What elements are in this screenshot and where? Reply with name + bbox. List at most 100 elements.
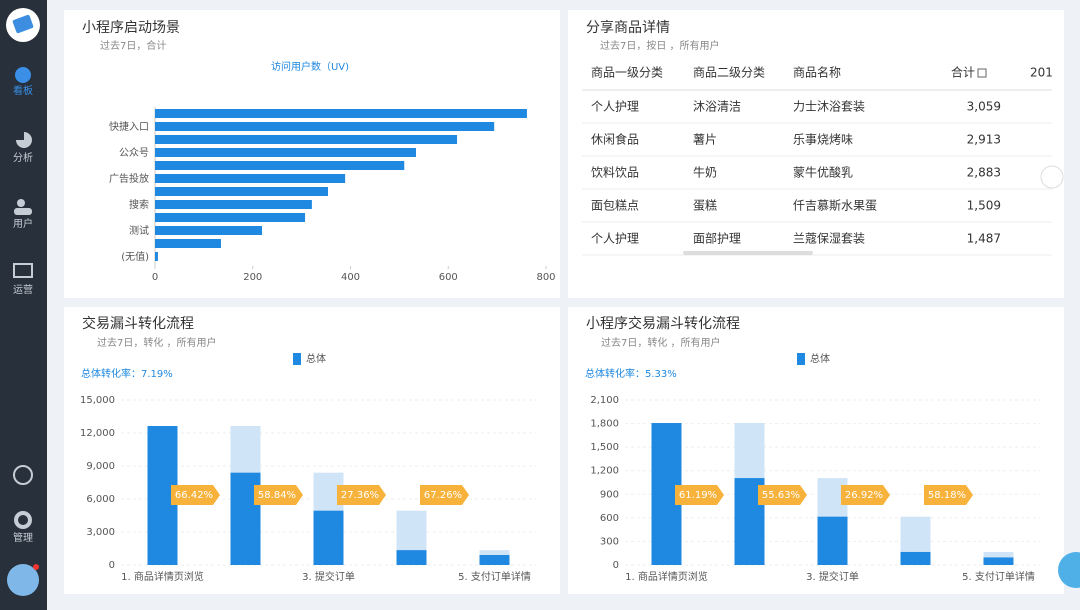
y-tick-label: 测试 — [129, 224, 149, 237]
chart-title: 小程序启动场景 — [82, 20, 180, 36]
table-cell: 蒙牛优酸乳 — [793, 165, 853, 180]
y-tick-label: 2,100 — [590, 395, 619, 406]
chart-subtitle: 过去7日，合计 — [100, 39, 166, 52]
table-cell: 个人护理 — [591, 232, 639, 246]
bar — [155, 148, 416, 157]
sort-icon[interactable] — [977, 68, 987, 78]
table-subtitle: 过去7日，按日 ，所有用户 — [600, 39, 720, 52]
y-tick-label: 1,500 — [590, 442, 619, 453]
clip-cover — [1052, 60, 1064, 90]
rate-label: 58.84% — [258, 490, 296, 501]
bar — [900, 551, 931, 565]
bar — [155, 109, 527, 118]
y-tick-label: 300 — [600, 536, 619, 547]
legend-label: 访问用户数（UV) — [271, 60, 349, 73]
chart-title: 小程序交易漏斗转化流程 — [586, 315, 740, 332]
bar — [155, 252, 158, 261]
bar — [396, 550, 427, 565]
table-title: 分享商品详情 — [586, 19, 670, 36]
table-cell: 力士沐浴套装 — [793, 100, 865, 114]
bar — [155, 122, 495, 131]
bar — [313, 510, 344, 565]
legend-swatch — [797, 353, 805, 365]
icon-manage — [14, 511, 32, 529]
nav-label[interactable]: 管理 — [13, 531, 33, 544]
y-tick-label: 9,000 — [86, 461, 115, 472]
y-tick-label: 15,000 — [80, 395, 115, 406]
rate-label: 66.42% — [175, 490, 213, 501]
nav-label[interactable]: 用户 — [13, 217, 33, 230]
panel — [568, 10, 1064, 298]
summary: 总体转化率：7.19% — [81, 367, 173, 380]
column-header[interactable]: 合计 — [951, 65, 975, 80]
icon-board — [15, 67, 31, 83]
y-tick-label: 1,200 — [590, 466, 619, 477]
column-header[interactable]: 商品二级分类 — [693, 65, 765, 80]
assistant[interactable] — [1058, 552, 1080, 588]
x-tick-label: 3. 提交订单 — [806, 570, 859, 583]
y-tick-label: 0 — [613, 560, 619, 571]
table-cell: 面部护理 — [693, 231, 741, 246]
bar — [155, 174, 346, 183]
table-cell: 薯片 — [693, 133, 717, 147]
bar — [155, 135, 458, 144]
bar — [155, 213, 306, 222]
panel — [64, 307, 560, 594]
y-tick-label: 搜索 — [129, 198, 149, 211]
y-tick-label: 1,800 — [590, 419, 619, 430]
rate-tag — [841, 485, 890, 505]
x-tick-label: 3. 提交订单 — [302, 570, 355, 583]
rate-tag — [924, 485, 973, 505]
column-header[interactable]: 商品名称 — [793, 65, 841, 80]
table-cell: 1,509 — [967, 199, 1001, 213]
rate-tag — [758, 485, 807, 505]
rate-label: 67.26% — [424, 490, 462, 501]
legend-label: 总体 — [306, 352, 326, 365]
x-tick-label: 0 — [152, 272, 158, 283]
table-cell: 2,883 — [967, 166, 1001, 180]
nav-label[interactable]: 看板 — [13, 84, 33, 97]
rate-tag — [337, 485, 386, 505]
table-cell: 2,913 — [967, 133, 1001, 147]
float-button[interactable] — [1040, 165, 1064, 189]
sidebar — [0, 0, 47, 610]
bar — [479, 555, 510, 565]
avatar[interactable] — [7, 564, 39, 596]
y-tick-label: 900 — [600, 489, 619, 500]
summary: 总体转化率：5.33% — [585, 367, 677, 380]
table-cell: 休闲食品 — [591, 132, 639, 147]
table-cell: 饮料饮品 — [591, 166, 639, 180]
y-tick-label: 600 — [600, 513, 619, 524]
rate-label: 27.36% — [341, 490, 379, 501]
table-cell: 3,059 — [967, 100, 1001, 114]
y-tick-label: 0 — [109, 560, 115, 571]
y-tick-label: (无值) — [121, 250, 149, 263]
x-tick-label: 200 — [243, 272, 262, 283]
nav-label[interactable]: 分析 — [13, 151, 33, 164]
x-tick-label: 800 — [536, 272, 555, 283]
chart-subtitle: 过去7日，转化 ，所有用户 — [601, 336, 721, 349]
y-tick-label: 公众号 — [119, 147, 149, 159]
legend-label: 总体 — [810, 352, 830, 365]
rate-tag — [675, 485, 724, 505]
bar — [155, 239, 221, 248]
y-tick-label: 广告投放 — [109, 172, 149, 185]
y-tick-label: 快捷入口 — [109, 120, 149, 133]
panel — [568, 307, 1064, 594]
bar — [983, 557, 1014, 565]
column-header[interactable]: 商品一级分类 — [591, 65, 663, 80]
nav-label[interactable]: 运营 — [13, 283, 33, 296]
rate-label: 58.18% — [928, 490, 966, 501]
table-cell: 面包糕点 — [591, 199, 639, 213]
logo-mark — [12, 14, 34, 34]
bar — [155, 200, 312, 209]
table-cell: 个人护理 — [591, 100, 639, 114]
rate-tag — [254, 485, 303, 505]
table-cell: 乐事烧烤味 — [793, 132, 853, 147]
icon-link[interactable] — [13, 465, 33, 485]
icon-analysis — [16, 132, 32, 148]
rate-label: 26.92% — [845, 490, 883, 501]
table-cell: 兰蔻保湿套装 — [793, 231, 865, 246]
